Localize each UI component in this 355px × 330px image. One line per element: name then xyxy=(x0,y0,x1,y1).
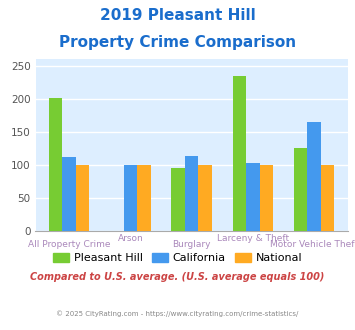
Text: All Property Crime: All Property Crime xyxy=(28,241,110,249)
Legend: Pleasant Hill, California, National: Pleasant Hill, California, National xyxy=(48,248,307,267)
Bar xyxy=(294,148,307,231)
Text: Property Crime Comparison: Property Crime Comparison xyxy=(59,35,296,50)
Bar xyxy=(62,157,76,231)
Text: Burglary: Burglary xyxy=(173,241,211,249)
Bar xyxy=(137,165,151,231)
Text: Motor Vehicle Theft: Motor Vehicle Theft xyxy=(270,241,355,249)
Bar xyxy=(233,76,246,231)
Text: © 2025 CityRating.com - https://www.cityrating.com/crime-statistics/: © 2025 CityRating.com - https://www.city… xyxy=(56,310,299,317)
Bar xyxy=(260,165,273,231)
Bar xyxy=(321,165,334,231)
Bar xyxy=(198,165,212,231)
Text: Compared to U.S. average. (U.S. average equals 100): Compared to U.S. average. (U.S. average … xyxy=(30,272,325,282)
Bar xyxy=(185,156,198,231)
Text: Arson: Arson xyxy=(118,234,143,244)
Bar xyxy=(171,168,185,231)
Text: Larceny & Theft: Larceny & Theft xyxy=(217,234,289,244)
Bar xyxy=(49,98,62,231)
Bar xyxy=(124,165,137,231)
Text: 2019 Pleasant Hill: 2019 Pleasant Hill xyxy=(100,8,255,23)
Bar xyxy=(307,122,321,231)
Bar xyxy=(246,163,260,231)
Bar xyxy=(76,165,89,231)
